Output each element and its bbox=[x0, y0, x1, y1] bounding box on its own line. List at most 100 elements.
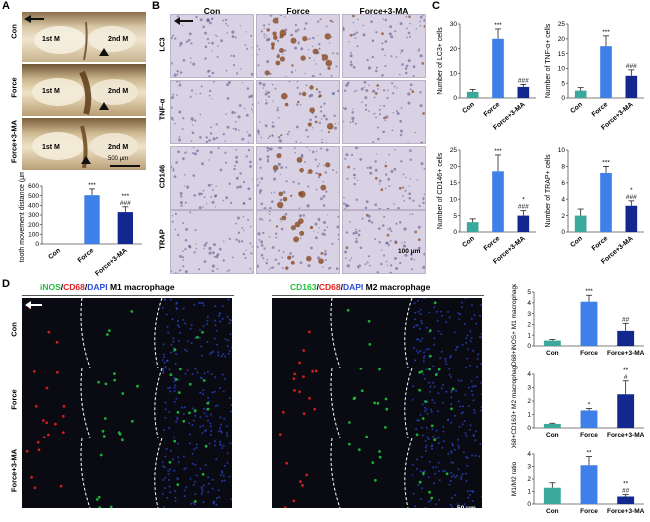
y-axis-label: M1/M2 ratio bbox=[511, 461, 518, 496]
category-label: Force+3-MA bbox=[607, 508, 645, 515]
first-molar-label: 1st M bbox=[42, 144, 60, 151]
y-tick-label: 10 bbox=[558, 147, 566, 154]
y-tick-label: 20 bbox=[450, 46, 458, 53]
category-label: Force+3-MA bbox=[607, 432, 645, 439]
ihc-tile bbox=[342, 210, 426, 274]
m2-title-underline bbox=[272, 295, 484, 296]
ihc-tile bbox=[342, 80, 426, 144]
m2-title-cd163: CD163 bbox=[290, 282, 317, 292]
ihc-tile bbox=[342, 146, 426, 210]
y-tick-label: 600 bbox=[28, 183, 39, 190]
y-axis-label: Number of TRAP+ cells bbox=[545, 154, 552, 228]
significance-label: ### bbox=[518, 77, 529, 84]
bar-d3-0 bbox=[543, 487, 561, 504]
ihc-tile bbox=[170, 210, 254, 274]
bar-d2-0 bbox=[543, 423, 561, 428]
ihc-tile bbox=[170, 14, 254, 78]
y-tick-label: 0 bbox=[35, 241, 39, 248]
panel-a-scale-bar-label: 500 μm bbox=[108, 156, 129, 162]
y-tick-label: 5 bbox=[453, 213, 457, 220]
y-tick-label: 4 bbox=[527, 451, 531, 458]
y-tick-label: 400 bbox=[28, 203, 39, 210]
y-tick-label: 5 bbox=[527, 289, 531, 296]
significance-label: * bbox=[522, 197, 525, 204]
m1-title-underline bbox=[22, 295, 234, 296]
significance-label: *** bbox=[122, 193, 130, 200]
category-label: Con bbox=[546, 508, 559, 515]
category-label: Force bbox=[591, 101, 610, 118]
ihc-tile bbox=[170, 146, 254, 210]
category-label: Con bbox=[569, 101, 584, 115]
y-tick-label: 1 bbox=[527, 332, 531, 339]
fluorescence-tile bbox=[272, 298, 342, 368]
y-tick-label: 20 bbox=[450, 164, 458, 171]
chart-cd146: 0 5 10 15 20 25 Number of CD146+ cells Con *** Fo… bbox=[437, 147, 536, 266]
panel-b-col-label-con: Con bbox=[203, 6, 221, 16]
fluorescence-tile bbox=[92, 438, 162, 508]
m2-title-cd68: CD68 bbox=[318, 282, 341, 292]
y-tick-label: 20 bbox=[558, 36, 566, 43]
y-tick-label: 15 bbox=[450, 180, 458, 187]
m2-title: CD163/CD68/DAPI M2 macrophage bbox=[290, 282, 430, 292]
significance-label: * bbox=[630, 187, 633, 194]
panel-b-row-label-lc3: LC3 bbox=[157, 37, 167, 52]
panel-b-col-label-force3ma: Force+3-MA bbox=[359, 6, 409, 16]
second-molar-label: 2nd M bbox=[108, 36, 129, 43]
fluorescence-tile bbox=[342, 298, 412, 368]
ihc-tile bbox=[256, 80, 340, 144]
significance-label: ** bbox=[623, 481, 629, 488]
significance-label: *** bbox=[602, 29, 610, 36]
y-axis-label: tooth movement distance (μm) bbox=[19, 172, 26, 262]
significance-label: ## bbox=[622, 316, 630, 323]
bar-a-2 bbox=[117, 212, 133, 244]
chart-m1-macrophages: 0 1 2 3 4 5 CD68+iNOS+ M1 macrophages (%) Con **… bbox=[511, 284, 645, 366]
first-molar-label: 1st M bbox=[42, 88, 60, 95]
bar-d1-0 bbox=[543, 340, 561, 346]
panel-label-a: A bbox=[2, 0, 10, 12]
y-tick-label: 0 bbox=[561, 229, 565, 236]
fluorescence-tile bbox=[342, 368, 412, 438]
panel-b-row-label-trap: TRAP bbox=[157, 229, 167, 250]
y-tick-label: 4 bbox=[527, 371, 531, 378]
bar-c4-1 bbox=[600, 172, 612, 232]
m1-title-cd68: CD68 bbox=[63, 282, 85, 292]
m2-title-slash: / bbox=[316, 282, 319, 292]
y-axis-label: CD68+CD163+ M2 macrophages (%) bbox=[511, 366, 518, 448]
chart-m2-macrophages: 0 1 2 3 4 CD68+CD163+ M2 macrophages (%) Con * F… bbox=[511, 366, 645, 448]
chart-tnfa: 0 5 10 15 20 25 Number of TNF-α+ cells Con *** Fo… bbox=[545, 21, 644, 132]
y-tick-label: 3 bbox=[527, 311, 531, 318]
ihc-tile bbox=[256, 14, 340, 78]
significance-label: ### bbox=[626, 63, 637, 70]
second-molar-label: 2nd M bbox=[108, 144, 129, 151]
y-axis-label: Number of CD146+ cells bbox=[437, 152, 444, 229]
panel-b-row-label-cd146: CD146 bbox=[157, 164, 167, 189]
m1-title-slash-2: / bbox=[84, 282, 88, 292]
significance-label: * bbox=[588, 401, 591, 408]
bar-c1-0 bbox=[466, 91, 479, 98]
bar-c1-2 bbox=[517, 86, 530, 98]
m1-title: iNOS/CD68/DAPI M1 macrophage bbox=[40, 282, 175, 292]
ihc-tile bbox=[256, 210, 340, 274]
y-axis-label: CD68+iNOS+ M1 macrophages (%) bbox=[511, 284, 518, 366]
fluorescence-tile bbox=[22, 368, 92, 438]
m1-title-slash: / bbox=[60, 282, 64, 292]
panel-label-d: D bbox=[2, 278, 10, 290]
bar-c4-2 bbox=[625, 205, 638, 232]
y-tick-label: 3 bbox=[527, 385, 531, 392]
significance-label: *** bbox=[494, 148, 502, 155]
panel-b-row-label-tnfa: TNF-α bbox=[157, 98, 167, 121]
y-axis-label: Number of LC3+ cells bbox=[437, 27, 444, 95]
significance-label: ### bbox=[120, 200, 131, 207]
category-label: Con bbox=[47, 247, 62, 261]
m2-title-dapi: DAPI bbox=[342, 282, 364, 292]
significance-label: # bbox=[624, 374, 628, 381]
y-tick-label: 0 bbox=[453, 95, 457, 102]
m1-title-text: M1 macrophage bbox=[107, 282, 175, 292]
chart-trap: 0 2 4 6 8 10 Number of TRAP+ cells Con *** Force *… bbox=[545, 147, 644, 266]
panel-d-row-label-force3ma: Force+3-MA bbox=[9, 448, 19, 493]
bar-d2-1 bbox=[580, 410, 598, 428]
fluorescence-tile bbox=[162, 438, 232, 508]
y-tick-label: 0 bbox=[527, 425, 531, 432]
bar-d1-1 bbox=[580, 301, 598, 346]
bar-c2-0 bbox=[574, 90, 587, 98]
